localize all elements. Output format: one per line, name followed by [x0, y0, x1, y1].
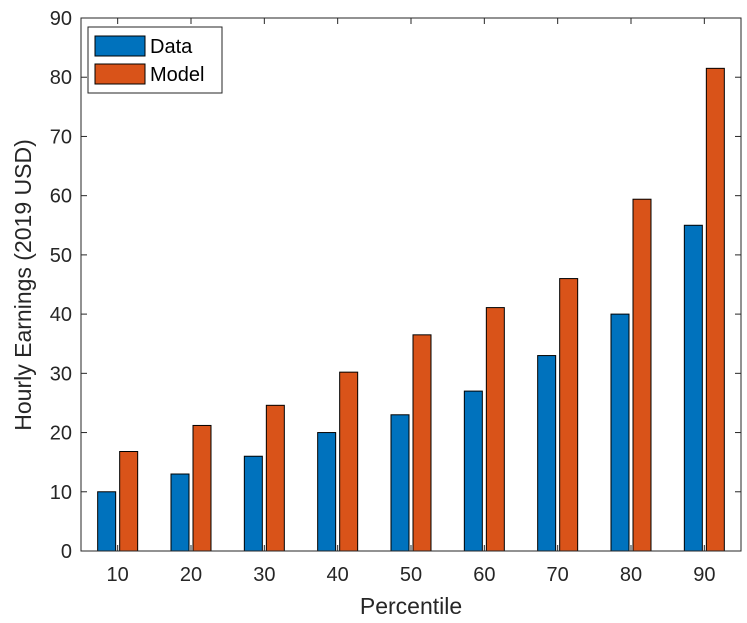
bar-model-60 — [485, 307, 505, 552]
x-tick-label: 90 — [693, 564, 715, 586]
bar-data-60 — [463, 390, 483, 552]
y-tick-label: 60 — [50, 186, 72, 208]
bar-model-40 — [339, 371, 359, 552]
y-tick-label: 40 — [50, 304, 72, 326]
y-tick-label: 80 — [50, 67, 72, 89]
x-tick-label: 70 — [547, 564, 569, 586]
x-tick-label: 30 — [253, 564, 275, 586]
legend: Data Model — [87, 26, 223, 94]
bar-model-70 — [559, 278, 579, 552]
bar-model-20 — [192, 424, 212, 552]
legend-label-data: Data — [150, 36, 193, 58]
x-tick-label: 60 — [473, 564, 495, 586]
y-tick-label: 70 — [50, 126, 72, 148]
y-axis-title: Hourly Earnings (2019 USD) — [10, 139, 36, 430]
plot-area — [81, 18, 741, 551]
y-tick-label: 20 — [50, 423, 72, 445]
bar-model-30 — [265, 404, 285, 552]
legend-swatch-data — [94, 35, 146, 57]
legend-label-model: Model — [150, 64, 204, 86]
x-tick-label: 50 — [400, 564, 422, 586]
bar-data-20 — [170, 473, 190, 552]
x-tick-labels: 10 20 30 40 50 60 70 80 90 — [107, 564, 716, 586]
legend-swatch-model — [94, 63, 146, 85]
y-tick-label: 90 — [50, 8, 72, 30]
y-tick-label: 30 — [50, 363, 72, 385]
bar-model-10 — [119, 451, 139, 552]
bar-data-50 — [390, 414, 410, 552]
bar-data-10 — [97, 491, 117, 552]
bar-data-40 — [317, 432, 337, 552]
y-tick-label: 0 — [61, 541, 72, 563]
x-tick-label: 80 — [620, 564, 642, 586]
y-tick-labels: 0 10 20 30 40 50 60 70 80 90 — [50, 8, 72, 563]
x-tick-label: 10 — [107, 564, 129, 586]
bar-data-30 — [243, 455, 263, 552]
x-tick-label: 20 — [180, 564, 202, 586]
bar-model-90 — [705, 67, 725, 552]
x-axis-title: Percentile — [360, 593, 462, 619]
axes-layer — [80, 17, 742, 552]
y-tick-label: 50 — [50, 245, 72, 267]
bar-data-70 — [537, 355, 557, 552]
x-tick-label: 40 — [327, 564, 349, 586]
y-tick-label: 10 — [50, 482, 72, 504]
bar-data-90 — [683, 224, 703, 552]
bar-model-50 — [412, 334, 432, 552]
bar-data-80 — [610, 313, 630, 552]
bar-model-80 — [632, 198, 652, 552]
